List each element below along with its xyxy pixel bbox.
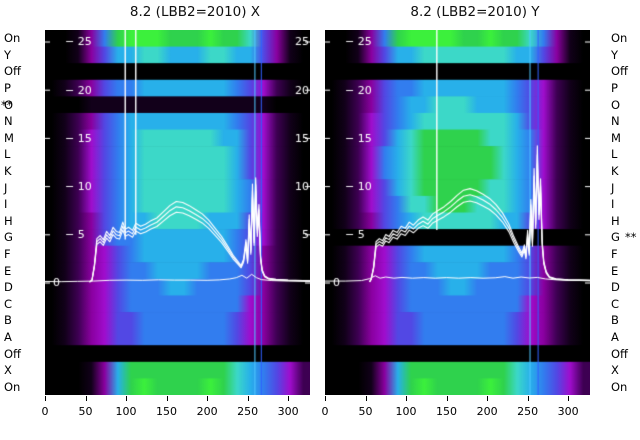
row-label-right-k-8: K [611, 164, 619, 179]
row-label-right-n-5: N [611, 114, 620, 129]
x-tick-mark-panel1-200 [487, 396, 489, 401]
x-tick-label-panel0-200: 200 [196, 405, 218, 418]
row-label-left-m-6: M [4, 130, 14, 145]
x-tick-mark-panel1-50 [365, 396, 367, 401]
x-tick-label-panel0-100: 100 [115, 405, 137, 418]
x-tick-mark-panel1-100 [406, 396, 408, 401]
row-label-right-o-4: O [611, 97, 621, 112]
row-label-left-p-3: P [4, 81, 11, 96]
row-label-right-g-12: G [611, 230, 620, 245]
masked-marker-o: ** [1, 97, 13, 112]
row-label-left-on-0: On [4, 31, 21, 46]
row-label-left-off-2: Off [4, 64, 21, 79]
x-tick-mark-panel1-300 [568, 396, 570, 401]
row-label-right-l-7: L [611, 147, 618, 162]
row-label-left-l-7: L [4, 147, 11, 162]
x-tick-label-panel1-150: 150 [436, 405, 458, 418]
row-label-right-on-0: On [611, 31, 628, 46]
x-tick-label-panel0-250: 250 [237, 405, 259, 418]
row-label-right-c-16: C [611, 296, 620, 311]
x-tick-label-panel0-150: 150 [156, 405, 178, 418]
x-tick-label-panel1-100: 100 [395, 405, 417, 418]
row-label-right-m-6: M [611, 130, 621, 145]
row-label-right-y-1: Y [611, 47, 619, 62]
heatmap-panel-x [45, 30, 310, 395]
row-label-right-off-19: Off [611, 346, 628, 361]
row-label-left-g-12: G [4, 230, 13, 245]
row-label-left-h-11: H [4, 213, 13, 228]
x-tick-label-panel1-300: 300 [557, 405, 579, 418]
row-label-left-off-19: Off [4, 346, 21, 361]
x-tick-label-panel1-0: 0 [321, 405, 329, 418]
row-label-right-b-17: B [611, 313, 619, 328]
row-label-right-x-20: X [611, 363, 619, 378]
row-label-left-o-4: O [4, 97, 14, 112]
row-label-left-y-1: Y [4, 47, 12, 62]
x-tick-label-panel0-300: 300 [277, 405, 299, 418]
panel-x-title: 8.2 (LBB2=2010) X [129, 4, 261, 20]
x-tick-label-panel1-50: 50 [358, 405, 373, 418]
panel-y-title: 8.2 (LBB2=2010) Y [410, 4, 540, 20]
row-label-right-p-3: P [611, 81, 618, 96]
masked-marker-g: ** [625, 230, 637, 245]
row-label-left-e-14: E [4, 263, 12, 278]
x-tick-mark-panel0-0 [45, 396, 46, 401]
row-label-right-i-10: I [611, 197, 615, 212]
x-tick-mark-panel0-300 [288, 396, 290, 401]
row-label-left-x-20: X [4, 363, 12, 378]
row-label-left-a-18: A [4, 329, 12, 344]
row-label-right-j-9: J [611, 180, 615, 195]
row-label-right-h-11: H [611, 213, 620, 228]
x-tick-label-panel1-200: 200 [476, 405, 498, 418]
row-label-left-d-15: D [4, 280, 13, 295]
x-tick-label-panel0-0: 0 [41, 405, 49, 418]
row-label-left-c-16: C [4, 296, 13, 311]
x-tick-mark-panel0-250 [247, 396, 249, 401]
x-tick-mark-panel0-200 [207, 396, 209, 401]
row-label-left-on-21: On [4, 379, 21, 394]
x-tick-mark-panel0-150 [166, 396, 168, 401]
row-label-right-on-21: On [611, 379, 628, 394]
row-label-left-i-10: I [4, 197, 8, 212]
row-label-left-k-8: K [4, 164, 12, 179]
row-label-left-f-13: F [4, 246, 11, 261]
row-label-right-a-18: A [611, 329, 619, 344]
row-label-left-j-9: J [4, 180, 8, 195]
heatmap-panel-y [325, 30, 590, 395]
x-tick-mark-panel0-50 [85, 396, 87, 401]
row-label-left-n-5: N [4, 114, 13, 129]
row-label-left-b-17: B [4, 313, 12, 328]
x-tick-label-panel0-50: 50 [78, 405, 93, 418]
x-tick-label-panel1-250: 250 [517, 405, 539, 418]
row-label-right-off-2: Off [611, 64, 628, 79]
row-label-right-d-15: D [611, 280, 620, 295]
x-tick-mark-panel1-0 [325, 396, 326, 401]
row-label-right-f-13: F [611, 246, 618, 261]
x-tick-mark-panel1-250 [527, 396, 529, 401]
x-tick-mark-panel1-150 [446, 396, 448, 401]
x-tick-mark-panel0-100 [126, 396, 128, 401]
row-label-right-e-14: E [611, 263, 619, 278]
